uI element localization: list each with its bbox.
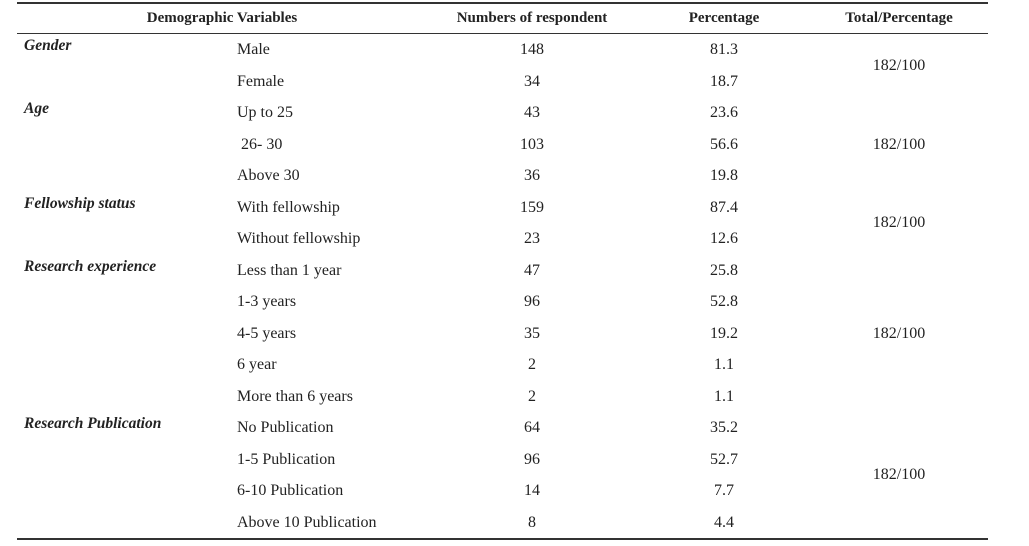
row-label: 6-10 Publication <box>237 482 344 499</box>
row-label: Less than 1 year <box>237 261 342 279</box>
respondent-count: 96 <box>524 293 540 310</box>
header-rule <box>17 33 988 34</box>
group-label: Age <box>24 100 49 117</box>
row-label: 4-5 years <box>237 324 297 342</box>
respondent-count: 47 <box>524 261 540 279</box>
row-label: Above 30 <box>237 167 300 184</box>
percentage-value: 1.1 <box>714 356 734 373</box>
row-label: Without fellowship <box>237 230 361 247</box>
respondent-count: 36 <box>524 167 540 184</box>
percentage-value: 52.8 <box>710 293 738 310</box>
respondent-count: 35 <box>524 324 540 342</box>
respondent-count: 103 <box>520 135 544 153</box>
row-label: With fellowship <box>237 198 340 216</box>
row-label: 26- 30 <box>237 135 283 153</box>
percentage-value: 25.8 <box>710 261 738 279</box>
group-label: Gender <box>24 37 72 54</box>
row-label: Male <box>237 41 270 58</box>
group-label: Fellowship status <box>24 194 136 212</box>
percentage-value: 4.4 <box>714 513 734 531</box>
percentage-value: 18.7 <box>710 72 738 90</box>
header-total-percentage: Total/Percentage <box>845 10 953 26</box>
respondent-count: 2 <box>528 387 536 405</box>
bottom-rule <box>17 538 988 540</box>
row-label: More than 6 years <box>237 387 353 405</box>
percentage-value: 52.7 <box>710 450 738 468</box>
percentage-value: 23.6 <box>710 104 738 121</box>
percentage-value: 19.2 <box>710 324 738 342</box>
respondent-count: 34 <box>524 72 540 90</box>
header-percentage: Percentage <box>688 10 760 26</box>
header-numbers-of-respondent: Numbers of respondent <box>456 10 608 26</box>
percentage-value: 1.1 <box>714 387 734 405</box>
row-label: Female <box>237 72 285 90</box>
respondent-count: 159 <box>520 198 544 216</box>
percentage-value: 56.6 <box>710 135 738 153</box>
percentage-value: 7.7 <box>714 482 734 499</box>
respondent-count: 23 <box>524 230 540 247</box>
percentage-value: 35.2 <box>710 419 738 436</box>
row-label: 1-3 years <box>237 293 297 310</box>
row-label: 6 year <box>237 356 277 373</box>
row-label: No Publication <box>237 419 334 436</box>
respondent-count: 96 <box>524 450 540 468</box>
respondent-count: 8 <box>528 513 536 531</box>
demographics-table: Demographic Variables Numbers of respond… <box>17 0 988 546</box>
group-label: Research experience <box>24 257 157 275</box>
group-total: 182/100 <box>872 56 926 74</box>
respondent-count: 64 <box>524 419 540 436</box>
group-total: 182/100 <box>872 324 926 342</box>
percentage-value: 81.3 <box>710 41 738 58</box>
row-label: Up to 25 <box>237 104 293 121</box>
row-label: 1-5 Publication <box>237 450 336 468</box>
respondent-count: 43 <box>524 104 540 121</box>
percentage-value: 19.8 <box>710 167 738 184</box>
percentage-value: 87.4 <box>710 198 738 216</box>
group-total: 182/100 <box>872 135 926 153</box>
header-demographic-variables: Demographic Variables <box>146 10 298 26</box>
group-total: 182/100 <box>872 466 926 484</box>
respondent-count: 14 <box>524 482 540 499</box>
group-total: 182/100 <box>872 214 926 232</box>
row-label: Above 10 Publication <box>237 513 377 531</box>
top-rule <box>17 2 988 4</box>
group-label: Research Publication <box>24 415 162 432</box>
respondent-count: 148 <box>520 41 544 58</box>
percentage-value: 12.6 <box>710 230 738 247</box>
respondent-count: 2 <box>528 356 536 373</box>
